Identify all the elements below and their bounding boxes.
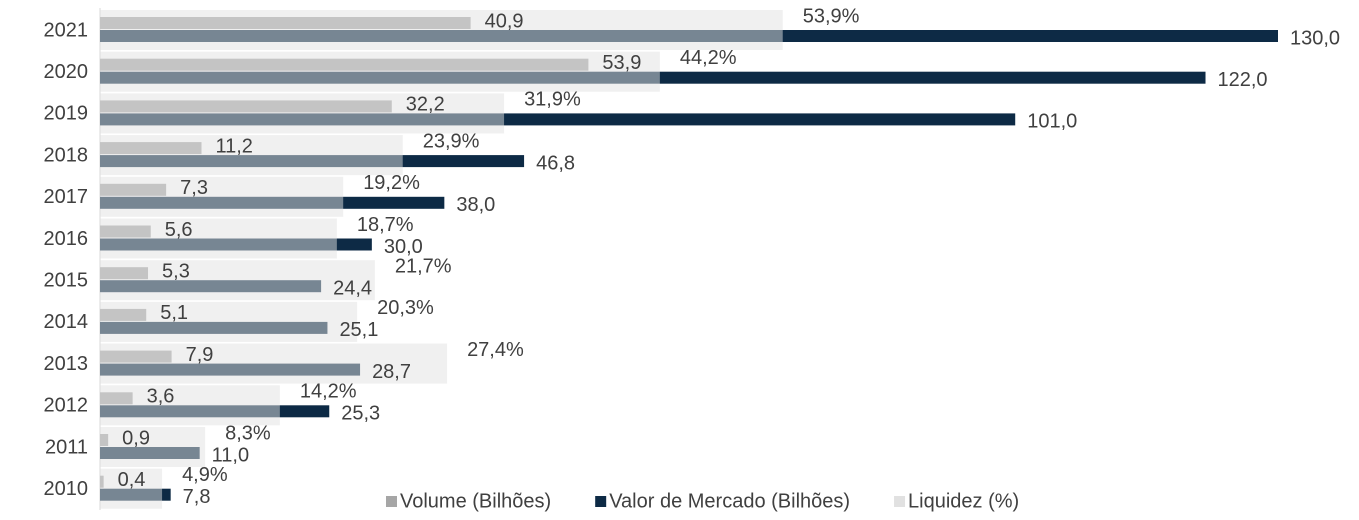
data-label: 130,0 xyxy=(1290,27,1340,49)
y-tick-label: 2020 xyxy=(44,61,89,83)
legend-swatch xyxy=(894,496,906,507)
legend-label: Valor de Mercado (Bilhões) xyxy=(609,490,850,512)
data-label: 53,9 xyxy=(602,52,641,74)
data-label: 23,9% xyxy=(423,130,480,152)
bar xyxy=(100,385,280,426)
y-tick-label: 2010 xyxy=(44,478,89,500)
bar xyxy=(100,301,358,342)
data-label: 7,3 xyxy=(180,177,208,199)
data-label: 20,3% xyxy=(377,297,434,319)
bar xyxy=(100,51,660,92)
data-label: 18,7% xyxy=(357,214,414,236)
data-label: 19,2% xyxy=(363,172,420,194)
data-label: 14,2% xyxy=(300,381,357,403)
data-label: 4,9% xyxy=(182,464,228,486)
data-label: 28,7 xyxy=(372,361,411,383)
data-label: 7,8 xyxy=(183,486,211,508)
data-label: 21,7% xyxy=(395,255,452,277)
data-label: 122,0 xyxy=(1218,69,1268,91)
bar xyxy=(100,93,505,134)
bar xyxy=(100,427,206,467)
data-label: 0,4 xyxy=(118,469,146,491)
legend-swatch xyxy=(386,496,397,507)
y-tick-label: 2015 xyxy=(44,269,89,291)
bar xyxy=(100,10,783,50)
data-label: 11,2 xyxy=(215,135,252,157)
data-label: 31,9% xyxy=(524,89,581,111)
y-tick-label: 2016 xyxy=(44,228,89,250)
data-label: 5,3 xyxy=(162,260,190,282)
data-label: 101,0 xyxy=(1027,111,1077,133)
y-tick-label: 2017 xyxy=(44,186,89,208)
legend-label: Volume (Bilhões) xyxy=(400,490,551,512)
y-tick-label: 2012 xyxy=(44,395,89,417)
data-label: 46,8 xyxy=(536,152,575,174)
data-label: 53,9% xyxy=(803,5,860,27)
y-tick-label: 2013 xyxy=(44,353,89,375)
data-label: 25,1 xyxy=(339,319,378,341)
legend-label: Liquidez (%) xyxy=(908,490,1019,512)
data-label: 32,2 xyxy=(406,94,445,116)
bar xyxy=(100,176,344,217)
data-label: 44,2% xyxy=(680,47,737,69)
data-label: 11,0 xyxy=(212,444,249,466)
y-tick-label: 2021 xyxy=(44,19,89,41)
bar xyxy=(100,468,163,509)
y-tick-label: 2014 xyxy=(44,311,89,333)
data-label: 24,4 xyxy=(333,277,372,299)
bar xyxy=(100,260,375,301)
y-tick-label: 2011 xyxy=(45,436,88,458)
data-label: 25,3 xyxy=(341,403,380,425)
data-label: 38,0 xyxy=(456,194,495,216)
bar xyxy=(100,135,403,176)
legend-swatch xyxy=(595,496,607,507)
data-label: 8,3% xyxy=(225,422,271,444)
data-label: 5,1 xyxy=(160,302,188,324)
bar xyxy=(100,218,337,259)
bar xyxy=(100,343,448,384)
data-label: 7,9 xyxy=(186,344,214,366)
data-label: 40,9 xyxy=(485,10,524,32)
y-tick-label: 2019 xyxy=(44,103,89,125)
data-label: 30,0 xyxy=(384,236,423,258)
data-label: 27,4% xyxy=(467,339,524,361)
y-tick-label: 2018 xyxy=(44,144,89,166)
data-label: 5,6 xyxy=(165,219,193,241)
data-label: 0,9 xyxy=(122,427,150,449)
data-label: 3,6 xyxy=(147,386,175,408)
